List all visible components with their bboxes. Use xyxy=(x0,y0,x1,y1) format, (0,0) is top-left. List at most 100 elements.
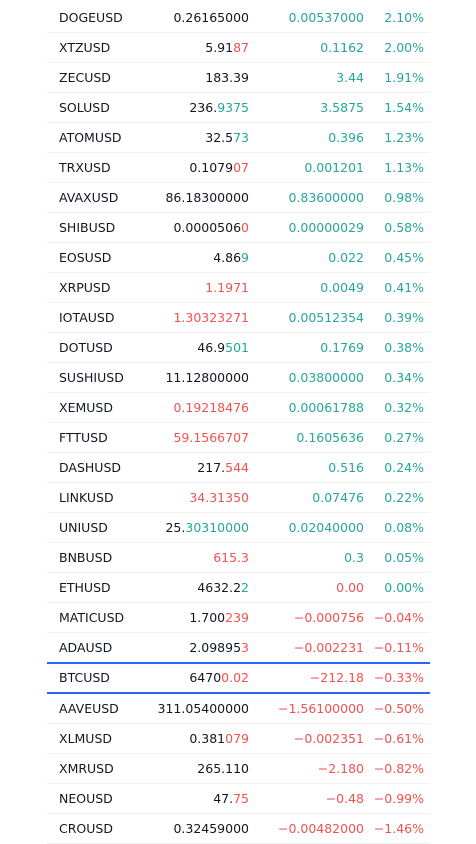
last-price-changed-digits: 0 xyxy=(241,220,249,235)
last-price-base: 1.30323271 xyxy=(173,310,249,325)
symbol-name: AVAXUSD xyxy=(59,190,119,205)
symbol-name: TRXUSD xyxy=(59,160,111,175)
change-value: 0.1162 xyxy=(320,40,364,55)
last-price-base: 59.1566707 xyxy=(173,430,249,445)
watchlist-row-shibusd[interactable]: SHIBUSD 0.00005060 0.00000029 0.58% xyxy=(47,213,430,243)
watchlist-row-fttusd[interactable]: FTTUSD 59.1566707 0.1605636 0.27% xyxy=(47,423,430,453)
change-value: 0.1605636 xyxy=(296,430,364,445)
watchlist-row-btcusd[interactable]: BTCUSD 64700.02 −212.18 −0.33% xyxy=(47,662,430,694)
last-price-base: 265.110 xyxy=(197,761,249,776)
watchlist-row-avaxusd[interactable]: AVAXUSD 86.18300000 0.83600000 0.98% xyxy=(47,183,430,213)
watchlist-row-trxusd[interactable]: TRXUSD 0.107907 0.001201 1.13% xyxy=(47,153,430,183)
last-price-changed-digits: 544 xyxy=(225,460,249,475)
change-percent: 2.00% xyxy=(384,40,424,55)
change-value: 0.1769 xyxy=(320,340,364,355)
change-percent: 0.38% xyxy=(384,340,424,355)
last-price: 32.573 xyxy=(205,123,249,152)
change-percent: 0.41% xyxy=(384,280,424,295)
watchlist-row-iotausd[interactable]: IOTAUSD 1.30323271 0.00512354 0.39% xyxy=(47,303,430,333)
change-percent: 0.05% xyxy=(384,550,424,565)
last-price: 217.544 xyxy=(197,453,249,482)
last-price-base: 0.0000506 xyxy=(173,220,242,235)
last-price: 0.26165000 xyxy=(173,3,249,32)
watchlist-row-crousd[interactable]: CROUSD 0.32459000 −0.00482000 −1.46% xyxy=(47,814,430,844)
last-price-changed-digits: 9 xyxy=(241,250,249,265)
last-price-base: 5.91 xyxy=(205,40,234,55)
change-value: −1.56100000 xyxy=(277,701,364,716)
last-price-base: 32.5 xyxy=(205,130,234,145)
watchlist-row-linkusd[interactable]: LINKUSD 34.31350 0.07476 0.22% xyxy=(47,483,430,513)
change-value: 0.83600000 xyxy=(288,190,364,205)
change-value: 0.001201 xyxy=(304,160,364,175)
last-price-base: 25. xyxy=(165,520,186,535)
watchlist-row-uniusd[interactable]: UNIUSD 25.30310000 0.02040000 0.08% xyxy=(47,513,430,543)
watchlist-row-xemusd[interactable]: XEMUSD 0.19218476 0.00061788 0.32% xyxy=(47,393,430,423)
change-percent: 2.10% xyxy=(384,10,424,25)
last-price-changed-digits: 87 xyxy=(233,40,249,55)
change-value: 3.44 xyxy=(336,70,364,85)
symbol-name: DOGEUSD xyxy=(59,10,123,25)
change-percent: 0.24% xyxy=(384,460,424,475)
last-price: 5.9187 xyxy=(205,33,249,62)
change-value: −0.00482000 xyxy=(277,821,364,836)
change-percent: −0.99% xyxy=(373,791,424,806)
last-price-changed-digits: 079 xyxy=(225,731,249,746)
symbol-name: XRPUSD xyxy=(59,280,111,295)
watchlist-row-dotusd[interactable]: DOTUSD 46.9501 0.1769 0.38% xyxy=(47,333,430,363)
change-value: 0.3 xyxy=(344,550,364,565)
last-price-base: 183.39 xyxy=(205,70,249,85)
last-price-base: 0.381 xyxy=(189,731,226,746)
watchlist-row-atomusd[interactable]: ATOMUSD 32.573 0.396 1.23% xyxy=(47,123,430,153)
last-price-base: 0.32459000 xyxy=(173,821,249,836)
watchlist-row-dogeusd[interactable]: DOGEUSD 0.26165000 0.00537000 2.10% xyxy=(47,3,430,33)
last-price: 615.3 xyxy=(213,543,249,572)
last-price-base: 1.700 xyxy=(189,610,226,625)
watchlist-table: DOGEUSD 0.26165000 0.00537000 2.10% XTZUSD 5.… xyxy=(47,3,430,844)
symbol-name: AAVEUSD xyxy=(59,701,119,716)
symbol-name: XTZUSD xyxy=(59,40,111,55)
last-price-changed-digits: 73 xyxy=(233,130,249,145)
symbol-name: LINKUSD xyxy=(59,490,114,505)
last-price-changed-digits: 501 xyxy=(225,340,249,355)
watchlist-row-zecusd[interactable]: ZECUSD 183.39 3.44 1.91% xyxy=(47,63,430,93)
last-price-changed-digits: 30310000 xyxy=(185,520,249,535)
last-price: 236.9375 xyxy=(189,93,249,122)
change-percent: 1.23% xyxy=(384,130,424,145)
watchlist-row-xtzusd[interactable]: XTZUSD 5.9187 0.1162 2.00% xyxy=(47,33,430,63)
symbol-name: EOSUSD xyxy=(59,250,112,265)
watchlist-row-solusd[interactable]: SOLUSD 236.9375 3.5875 1.54% xyxy=(47,93,430,123)
last-price-base: 0.19218476 xyxy=(173,400,249,415)
last-price: 183.39 xyxy=(205,63,249,92)
last-price: 0.107907 xyxy=(189,153,249,182)
last-price-base: 311.05400000 xyxy=(157,701,249,716)
last-price-base: 615.3 xyxy=(213,550,249,565)
watchlist-row-adausd[interactable]: ADAUSD 2.098953 −0.002231 −0.11% xyxy=(47,633,430,663)
last-price-changed-digits: 9375 xyxy=(217,100,249,115)
last-price-base: 4.86 xyxy=(213,250,242,265)
watchlist-row-sushiusd[interactable]: SUSHIUSD 11.12800000 0.03800000 0.34% xyxy=(47,363,430,393)
watchlist-row-xrpusd[interactable]: XRPUSD 1.1971 0.0049 0.41% xyxy=(47,273,430,303)
last-price: 2.098953 xyxy=(189,633,249,662)
watchlist-row-xmrusd[interactable]: XMRUSD 265.110 −2.180 −0.82% xyxy=(47,754,430,784)
watchlist-row-bnbusd[interactable]: BNBUSD 615.3 0.3 0.05% xyxy=(47,543,430,573)
watchlist-row-xlmusd[interactable]: XLMUSD 0.381079 −0.002351 −0.61% xyxy=(47,724,430,754)
last-price-changed-digits: 3 xyxy=(241,640,249,655)
change-value: 0.022 xyxy=(328,250,364,265)
watchlist-row-aaveusd[interactable]: AAVEUSD 311.05400000 −1.56100000 −0.50% xyxy=(47,694,430,724)
change-percent: −0.33% xyxy=(373,670,424,685)
change-value: −2.180 xyxy=(317,761,364,776)
change-value: 0.07476 xyxy=(312,490,364,505)
change-value: −0.000756 xyxy=(293,610,364,625)
symbol-name: MATICUSD xyxy=(59,610,125,625)
last-price-changed-digits: 75 xyxy=(233,791,249,806)
change-percent: −0.82% xyxy=(373,761,424,776)
watchlist-row-ethusd[interactable]: ETHUSD 4632.22 0.00 0.00% xyxy=(47,573,430,603)
watchlist-row-dashusd[interactable]: DASHUSD 217.544 0.516 0.24% xyxy=(47,453,430,483)
last-price: 4632.22 xyxy=(197,573,249,602)
change-percent: 0.58% xyxy=(384,220,424,235)
symbol-name: XLMUSD xyxy=(59,731,113,746)
watchlist-row-eosusd[interactable]: EOSUSD 4.869 0.022 0.45% xyxy=(47,243,430,273)
symbol-name: DASHUSD xyxy=(59,460,121,475)
watchlist-row-maticusd[interactable]: MATICUSD 1.700239 −0.000756 −0.04% xyxy=(47,603,430,633)
watchlist-row-neousd[interactable]: NEOUSD 47.75 −0.48 −0.99% xyxy=(47,784,430,814)
